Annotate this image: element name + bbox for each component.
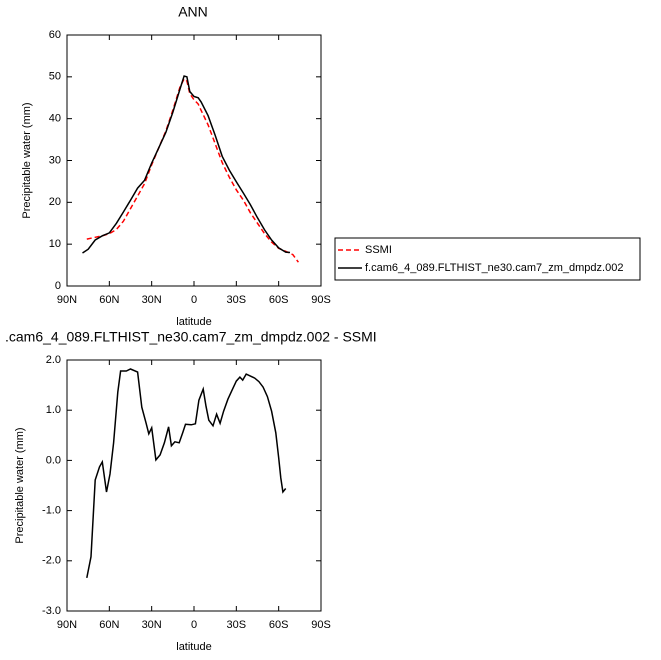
legend-box	[334, 237, 641, 281]
x-tick-label: 30S	[227, 619, 247, 631]
x-axis-label: latitude	[176, 641, 211, 653]
y-tick-label: 40	[49, 113, 61, 125]
data-line	[82, 75, 291, 254]
x-tick-label: 30N	[142, 619, 162, 631]
y-tick-label: 10	[49, 238, 61, 250]
y-tick-label: -3.0	[42, 605, 61, 617]
legend-label: SSMI	[365, 244, 392, 256]
chart-title: .cam6_4_089.FLTHIST_ne30.cam7_zm_dmpdz.0…	[5, 329, 377, 345]
x-tick-label: 90N	[57, 619, 77, 631]
y-tick-label: 0.0	[46, 454, 61, 466]
y-axis-label: Precipitable water (mm)	[14, 427, 26, 543]
y-tick-label: -2.0	[42, 555, 61, 567]
x-tick-label: 90S	[311, 294, 331, 306]
data-line	[86, 77, 300, 263]
x-tick-label: 90S	[311, 619, 331, 631]
y-tick-label: 30	[49, 154, 61, 166]
x-tick-label: 0	[191, 294, 197, 306]
y-tick-label: 20	[49, 196, 61, 208]
y-tick-label: 50	[49, 71, 61, 83]
y-tick-label: 60	[49, 29, 61, 41]
y-tick-label: -1.0	[42, 505, 61, 517]
legend-label: f.cam6_4_089.FLTHIST_ne30.cam7_zm_dmpdz.…	[365, 262, 623, 274]
x-tick-label: 60S	[269, 619, 289, 631]
x-tick-label: 30S	[227, 294, 247, 306]
chart-title: ANN	[178, 4, 208, 20]
data-line	[86, 368, 287, 579]
x-tick-label: 30N	[142, 294, 162, 306]
x-tick-label: 90N	[57, 294, 77, 306]
y-axis-label: Precipitable water (mm)	[21, 102, 33, 218]
x-tick-label: 0	[191, 619, 197, 631]
y-tick-label: 0	[55, 280, 61, 292]
y-tick-label: 1.0	[46, 404, 61, 416]
x-axis-label: latitude	[176, 316, 211, 328]
x-tick-label: 60N	[99, 619, 119, 631]
plot-frame	[66, 34, 322, 287]
x-tick-label: 60S	[269, 294, 289, 306]
y-tick-label: 2.0	[46, 354, 61, 366]
x-tick-label: 60N	[99, 294, 119, 306]
